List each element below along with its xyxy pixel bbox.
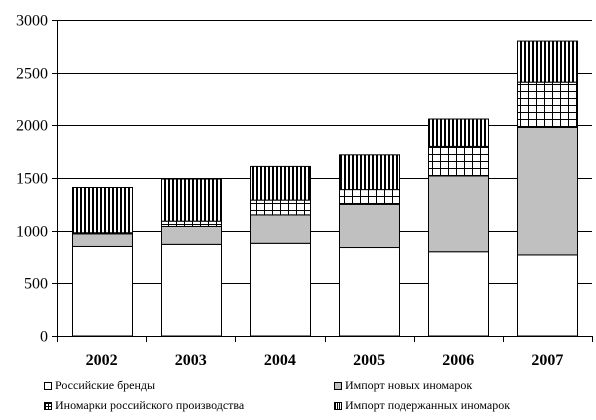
- bar-segment-2006-series-3: [428, 118, 489, 147]
- bar-segment-2005-series-0: [339, 247, 400, 337]
- y-tick-label: 0: [40, 329, 48, 346]
- x-tick-label: 2004: [264, 352, 296, 369]
- legend-label-new-imports: Импорт новых иномарок: [345, 378, 473, 392]
- y-tick-label: 3000: [16, 13, 48, 30]
- y-tick-label: 2000: [16, 118, 48, 135]
- tick-labels: 0 500 1000 1500 2000 2500 3000 2002 2003 2004 2005…: [16, 13, 563, 370]
- stacked-bar-chart: 0 500 1000 1500 2000 2500 3000 2002 2003 2004 2005…: [16, 13, 593, 370]
- bar-segment-2006-series-0: [428, 251, 489, 337]
- y-tick-label: 1000: [16, 224, 48, 241]
- bar-segment-2004-series-1: [250, 214, 311, 244]
- x-tick-label: 2003: [175, 352, 207, 369]
- bar-segment-2007-series-3: [517, 40, 578, 83]
- legend-label-russian-brands: Российские бренды: [55, 378, 156, 392]
- bar-segment-2004-series-3: [250, 165, 311, 201]
- bar-segment-2005-series-3: [339, 154, 400, 191]
- y-tick-label: 500: [24, 276, 48, 293]
- bar-segment-2003-series-0: [161, 243, 222, 337]
- axes: [52, 20, 593, 342]
- y-tick-label: 2500: [16, 66, 48, 83]
- bar-segment-2002-series-1: [72, 233, 133, 247]
- legend-swatch-used-imports: [334, 401, 342, 410]
- x-tick-label: 2005: [353, 352, 385, 369]
- bar-segment-2002-series-3: [72, 186, 133, 234]
- bar-segment-2007-series-1: [517, 126, 578, 256]
- legend: Российские бренды Импорт новых иномарок …: [0, 374, 596, 420]
- legend-swatch-foreign-local-production: [44, 401, 52, 410]
- bar-segment-2006-series-1: [428, 175, 489, 253]
- bar-segment-2005-series-2: [339, 189, 400, 205]
- bar-segment-2003-series-2: [161, 220, 222, 227]
- bar-segment-2005-series-1: [339, 203, 400, 249]
- legend-swatch-new-imports: [334, 381, 342, 390]
- bar-segment-2006-series-2: [428, 145, 489, 177]
- bar-segment-2003-series-1: [161, 225, 222, 245]
- legend-item-used-imports: Импорт подержанных иномарок: [334, 398, 510, 413]
- legend-swatch-russian-brands: [44, 381, 52, 390]
- legend-label-foreign-local-production: Иномарки российского производства: [55, 398, 245, 412]
- bar-segment-2004-series-2: [250, 199, 311, 216]
- legend-item-russian-brands: Российские бренды: [44, 378, 155, 393]
- bar-segment-2002-series-0: [72, 245, 133, 337]
- bar-segment-2003-series-3: [161, 178, 222, 222]
- gridlines: [57, 20, 592, 284]
- bar-segment-2004-series-0: [250, 242, 311, 337]
- legend-item-foreign-local-production: Иномарки российского производства: [44, 398, 244, 413]
- bars: [72, 40, 578, 337]
- x-tick-label: 2007: [531, 352, 563, 369]
- x-tick-label: 2002: [86, 352, 118, 369]
- legend-label-used-imports: Импорт подержанных иномарок: [345, 398, 511, 412]
- legend-item-new-imports: Импорт новых иномарок: [334, 378, 472, 393]
- y-tick-label: 1500: [16, 171, 48, 188]
- bar-segment-2007-series-2: [517, 81, 578, 128]
- bar-segment-2007-series-0: [517, 254, 578, 337]
- x-tick-label: 2006: [442, 352, 474, 369]
